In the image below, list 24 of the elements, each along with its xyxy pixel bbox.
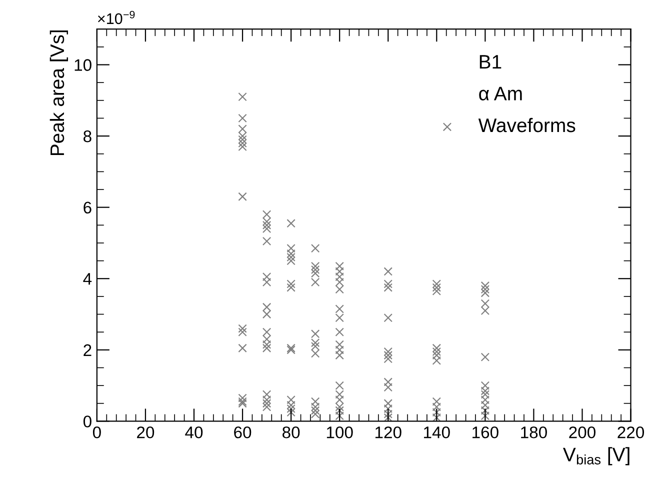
- x-tick-label: 180: [521, 426, 547, 438]
- y-tick-label: 8: [84, 130, 92, 142]
- x-tick-label: 40: [185, 426, 203, 438]
- annotation: α Am: [479, 86, 522, 100]
- y-tick-label: 0: [83, 416, 92, 428]
- annotation: B1: [480, 55, 502, 69]
- x-tick-label: 120: [375, 426, 402, 438]
- y-axis-title: Peak area [Vs]: [50, 30, 68, 156]
- x-tick-label: 160: [472, 426, 498, 438]
- x-tick-label: 100: [326, 426, 353, 438]
- legend-label: Waveforms: [478, 118, 576, 132]
- x-tick-label: 200: [569, 426, 596, 438]
- y-tick-label: 4: [83, 273, 92, 285]
- y-tick-label: 2: [84, 344, 92, 356]
- x-tick-label: 60: [234, 426, 252, 438]
- x-tick-label: 20: [137, 426, 154, 438]
- text: ×10$^{−9}$: [98, 10, 135, 24]
- x-axis-title: V$_{bias}$ [V]: [562, 447, 630, 466]
- y-tick-label: 10: [74, 59, 92, 71]
- x-tick-label: 0: [92, 426, 101, 438]
- x-tick-label: 80: [282, 426, 300, 438]
- x-tick-label: 220: [618, 426, 644, 438]
- y-tick-label: 6: [84, 202, 92, 214]
- x-tick-label: 140: [424, 426, 450, 438]
